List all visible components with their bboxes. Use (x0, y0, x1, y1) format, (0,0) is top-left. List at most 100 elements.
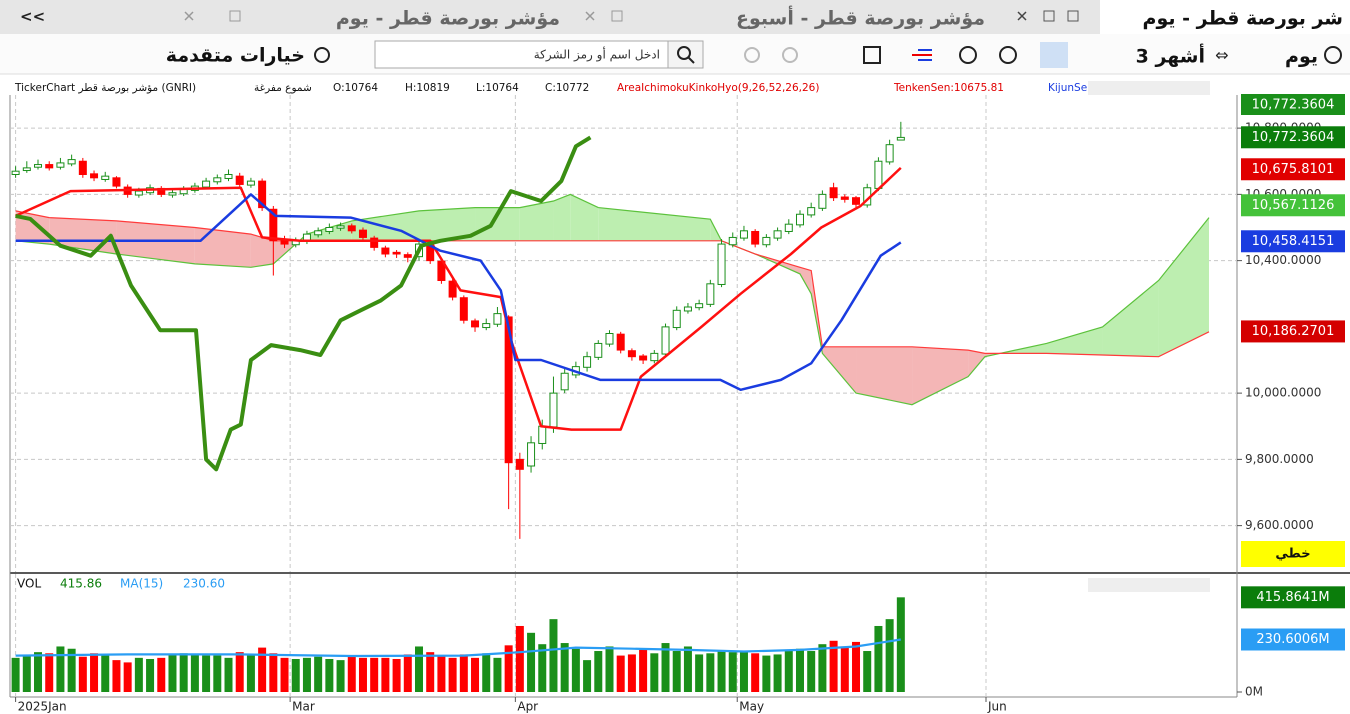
volume-bar (34, 652, 43, 692)
redo[interactable] (782, 47, 798, 63)
volume-bar (347, 656, 356, 692)
cloud-fill (570, 194, 599, 241)
volume-bar (67, 648, 76, 692)
volume-bar (885, 619, 894, 692)
draw-tool[interactable] (1040, 42, 1068, 68)
tab-icon[interactable] (1043, 10, 1055, 22)
tab-icon[interactable] (1067, 10, 1079, 22)
volume-bar (146, 658, 155, 692)
volume-bar (336, 660, 345, 692)
volume-bar (482, 653, 491, 692)
candle-body (672, 309, 681, 329)
indicator-line (15, 135, 592, 472)
cloud-fill (1102, 280, 1159, 357)
clock-icon[interactable] (1324, 46, 1342, 64)
candle-body (639, 355, 648, 361)
tab-icon[interactable] (611, 10, 623, 22)
panel-controls[interactable] (1088, 578, 1210, 592)
tab-close[interactable] (184, 11, 194, 21)
tool-icon[interactable] (912, 49, 932, 61)
indicator-line (15, 193, 902, 392)
y-tick-label: 10,000.0000 (1245, 386, 1321, 400)
tool-icon[interactable] (863, 46, 881, 64)
x-tick-label: Jun (987, 700, 1007, 714)
candle-body (874, 160, 883, 189)
tab-title[interactable]: شر بورصة قطر - يوم (1143, 8, 1343, 30)
volume-bar (90, 653, 99, 692)
candle-body (818, 193, 827, 209)
candle-body (482, 323, 491, 329)
volume-bar (818, 644, 827, 692)
candle-body (112, 177, 121, 187)
volume-bar (101, 654, 110, 692)
volume-bar (246, 654, 255, 692)
volume-bar (852, 641, 861, 692)
candle-body (269, 208, 278, 242)
volume-bar (112, 660, 121, 692)
range-icon[interactable]: ⇔ (1215, 46, 1228, 65)
candle-body (235, 175, 244, 185)
tab-overflow[interactable]: << (20, 8, 45, 26)
value-tag (1241, 194, 1345, 217)
undo[interactable] (744, 47, 760, 63)
candle-body (45, 164, 54, 169)
ohlc: C:10772 (545, 82, 589, 94)
active-tab[interactable] (1100, 0, 1350, 34)
scale-mode-button[interactable] (1241, 541, 1345, 567)
volume-bar (616, 655, 625, 692)
tab-close[interactable] (1017, 11, 1027, 21)
search-placeholder[interactable]: ادخل اسم أو رمز الشركة (534, 47, 660, 63)
candle-body (258, 180, 267, 209)
volume-bar (728, 652, 737, 692)
volume-bar (202, 655, 211, 692)
candle-body (616, 333, 625, 351)
candle-body (538, 425, 547, 444)
volume-bar (358, 657, 367, 692)
volume-bar (583, 660, 592, 692)
candle-body (213, 177, 222, 183)
cloud-fill (475, 207, 520, 241)
panel-controls[interactable] (1088, 81, 1210, 95)
chart-style: شموع مفرغة (254, 82, 312, 94)
volume-bar (11, 657, 20, 692)
tab-icon[interactable] (229, 10, 241, 22)
chart-layer: 9,600.0000 9,800.0000 10,000.0000 10,400.00… (10, 95, 1345, 714)
gear-icon[interactable] (314, 47, 330, 63)
period-button[interactable]: يوم (1285, 46, 1318, 68)
candle-body (459, 297, 468, 321)
tab-title[interactable]: مؤشر بورصة قطر - يوم (336, 8, 560, 30)
range-button[interactable]: 3 أشهر (1136, 44, 1205, 68)
volume-bar (22, 655, 31, 692)
x-tick-label: Mar (292, 700, 315, 714)
advanced-options[interactable]: خيارات متقدمة (166, 45, 305, 67)
volume-bar (717, 651, 726, 692)
volume-bar (314, 656, 323, 692)
candle-body (392, 251, 401, 255)
cloud-fill (1158, 217, 1209, 357)
volume-bar (515, 625, 524, 692)
volume-bar (190, 654, 199, 692)
volume-bar (426, 652, 435, 692)
value-tag (1241, 586, 1345, 609)
volume-bar (415, 646, 423, 692)
volume-bar (863, 651, 872, 692)
tool-icon[interactable] (959, 46, 977, 64)
volume-bar (527, 632, 536, 692)
volume-bar (661, 643, 670, 692)
search-icon (677, 46, 691, 60)
candle-body (829, 187, 838, 199)
candle-body (314, 230, 323, 236)
tab-title[interactable]: مؤشر بورصة قطر - أسبوع (736, 6, 985, 30)
indicator-line (15, 166, 902, 431)
volume-bar (213, 655, 222, 692)
scale-mode[interactable]: خطي (1275, 547, 1310, 562)
ma-value: 230.60 (183, 577, 225, 591)
search-box[interactable] (374, 40, 704, 69)
volume-bar (829, 640, 838, 692)
value-tag (1241, 628, 1345, 651)
search-button[interactable] (667, 40, 704, 69)
tool-icon[interactable] (999, 46, 1017, 64)
tab-close[interactable] (585, 11, 595, 21)
value-tag-label: 230.6006M (1256, 632, 1329, 647)
volume-bar (437, 655, 446, 692)
